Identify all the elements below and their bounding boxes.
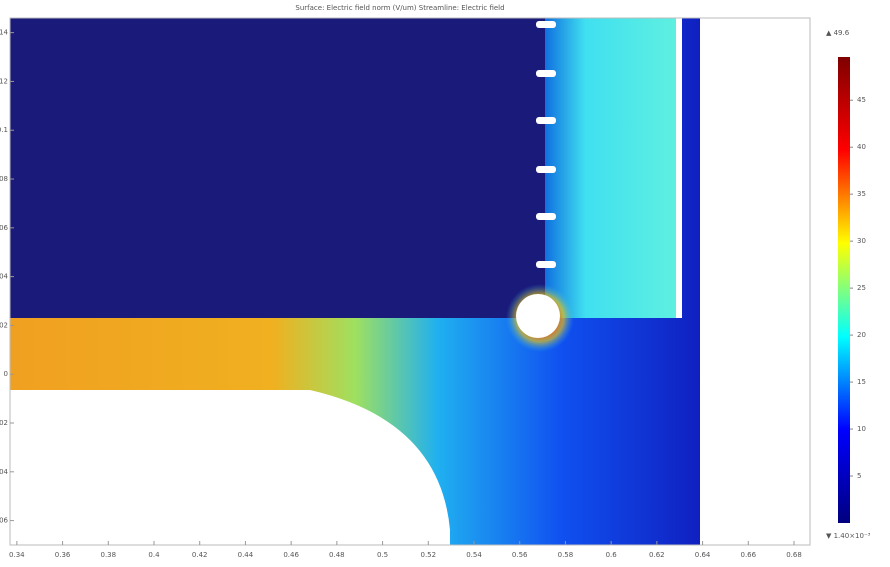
x-tick-label: 0.5 [377, 551, 388, 559]
x-tick-label: 0.36 [55, 551, 71, 559]
x-tick-label: 0.48 [329, 551, 345, 559]
y-tick-label: 0.1 [0, 126, 8, 134]
y-tick-label: -0.04 [0, 468, 9, 476]
x-tick-label: 0.44 [238, 551, 254, 559]
colorbar-extreme-label: ▼ 1.40×10⁻³ [826, 532, 871, 540]
y-tick-label: 0.12 [0, 77, 8, 85]
y-tick-label: 0 [4, 370, 8, 378]
colorbar-tick-label: 25 [857, 284, 866, 292]
y-tick-label: -0.06 [0, 517, 9, 525]
x-tick-label: 0.62 [649, 551, 665, 559]
colorbar-tick-label: 45 [857, 96, 866, 104]
x-tick-label: 0.42 [192, 551, 208, 559]
chart: Surface: Electric field norm (V/um) Stre… [0, 0, 890, 563]
x-tick-label: 0.68 [786, 551, 802, 559]
colorbar-tick-label: 5 [857, 472, 861, 480]
x-tick-label: 0.46 [283, 551, 299, 559]
colorbar-tick-label: 40 [857, 143, 866, 151]
x-tick-label: 0.56 [512, 551, 528, 559]
y-tick-label: 0.04 [0, 273, 9, 281]
x-tick-label: 0.52 [420, 551, 436, 559]
y-tick-label: -0.02 [0, 419, 8, 427]
x-tick-label: 0.6 [606, 551, 618, 559]
colorbar-tick-label: 15 [857, 378, 866, 386]
y-tick-label: 0.14 [0, 29, 9, 37]
y-tick-label: 0.06 [0, 224, 9, 232]
x-tick-label: 0.66 [740, 551, 756, 559]
x-tick-label: 0.58 [558, 551, 574, 559]
colorbar-tick-label: 10 [857, 425, 866, 433]
x-tick-label: 0.54 [466, 551, 482, 559]
x-tick-label: 0.4 [148, 551, 160, 559]
chart-title: Surface: Electric field norm (V/um) Stre… [295, 4, 504, 12]
x-tick-label: 0.34 [9, 551, 25, 559]
x-tick-label: 0.64 [695, 551, 711, 559]
colorbar [838, 57, 850, 523]
colorbar-tick-label: 30 [857, 237, 866, 245]
colorbar-extreme-label: ▲ 49.6 [826, 29, 850, 37]
y-tick-label: 0.02 [0, 321, 8, 329]
colorbar-tick-label: 20 [857, 331, 866, 339]
field [10, 18, 810, 545]
y-tick-label: 0.08 [0, 175, 8, 183]
colorbar-tick-label: 35 [857, 190, 866, 198]
x-tick-label: 0.38 [100, 551, 116, 559]
